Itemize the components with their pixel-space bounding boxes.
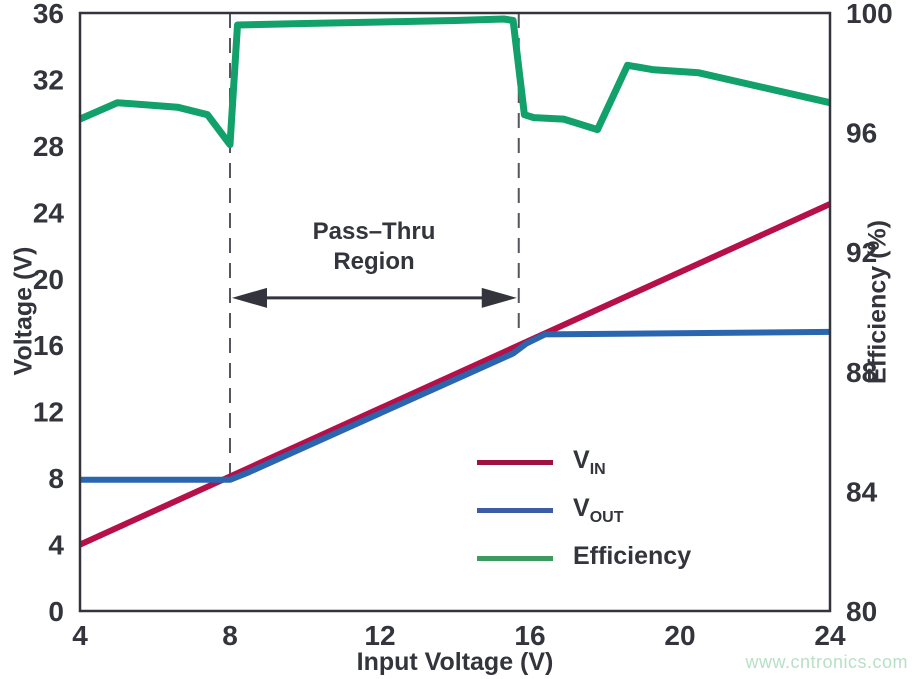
svg-text:24: 24 [814,620,846,651]
legend-item-vin: VIN [477,445,691,478]
svg-text:20: 20 [33,264,64,295]
watermark: www.cntronics.com [745,652,908,672]
svg-text:100: 100 [846,0,893,29]
legend-label-vout: VOUT [573,493,624,526]
x-axis-title: Input Voltage (V) [356,648,554,676]
pass-thru-annotation: Pass–Thru Region [313,217,436,277]
legend-label-vin: VIN [573,445,606,478]
left-axis-tick-labels: 0 4 8 12 16 20 24 28 32 36 [33,0,65,627]
series-vin [78,201,832,548]
svg-text:20: 20 [664,620,695,651]
plot-border [78,11,832,613]
svg-text:8: 8 [222,620,238,651]
svg-text:12: 12 [33,397,64,428]
svg-text:12: 12 [364,620,395,651]
legend-item-vout: VOUT [477,493,691,526]
svg-text:80: 80 [846,596,877,627]
svg-text:84: 84 [846,476,878,507]
pass-thru-annotation-line2: Region [333,248,415,275]
vin-line-swatch [477,459,553,465]
svg-text:88: 88 [846,357,877,388]
svg-text:36: 36 [33,0,64,29]
left-axis-title: Voltage (V) [9,246,38,376]
right-axis-title: Efficiency (%) [863,220,892,384]
pass-thru-annotation-line1: Pass–Thru [312,218,436,245]
svg-text:16: 16 [33,330,64,361]
legend-label-efficiency: Efficiency [573,541,692,570]
svg-text:24: 24 [33,197,65,228]
svg-text:96: 96 [846,118,877,149]
legend: VIN VOUT Efficiency [477,445,692,573]
right-axis-tick-labels: 80 84 88 92 96 100 [846,0,893,627]
svg-text:92: 92 [846,237,877,268]
svg-text:0: 0 [48,596,64,627]
svg-text:8: 8 [48,463,64,494]
series-efficiency [78,15,831,149]
vout-line-swatch [477,507,553,513]
series-vout [80,328,831,483]
legend-item-efficiency: Efficiency [477,541,692,573]
pass-thru-arrow [232,287,517,308]
efficiency-line-swatch [477,555,553,561]
svg-text:16: 16 [514,620,545,651]
svg-text:32: 32 [33,64,64,95]
svg-text:4: 4 [48,530,64,561]
svg-text:28: 28 [33,131,64,162]
svg-text:4: 4 [72,620,88,651]
x-axis-tick-labels: 4 8 12 16 20 24 [72,620,846,651]
